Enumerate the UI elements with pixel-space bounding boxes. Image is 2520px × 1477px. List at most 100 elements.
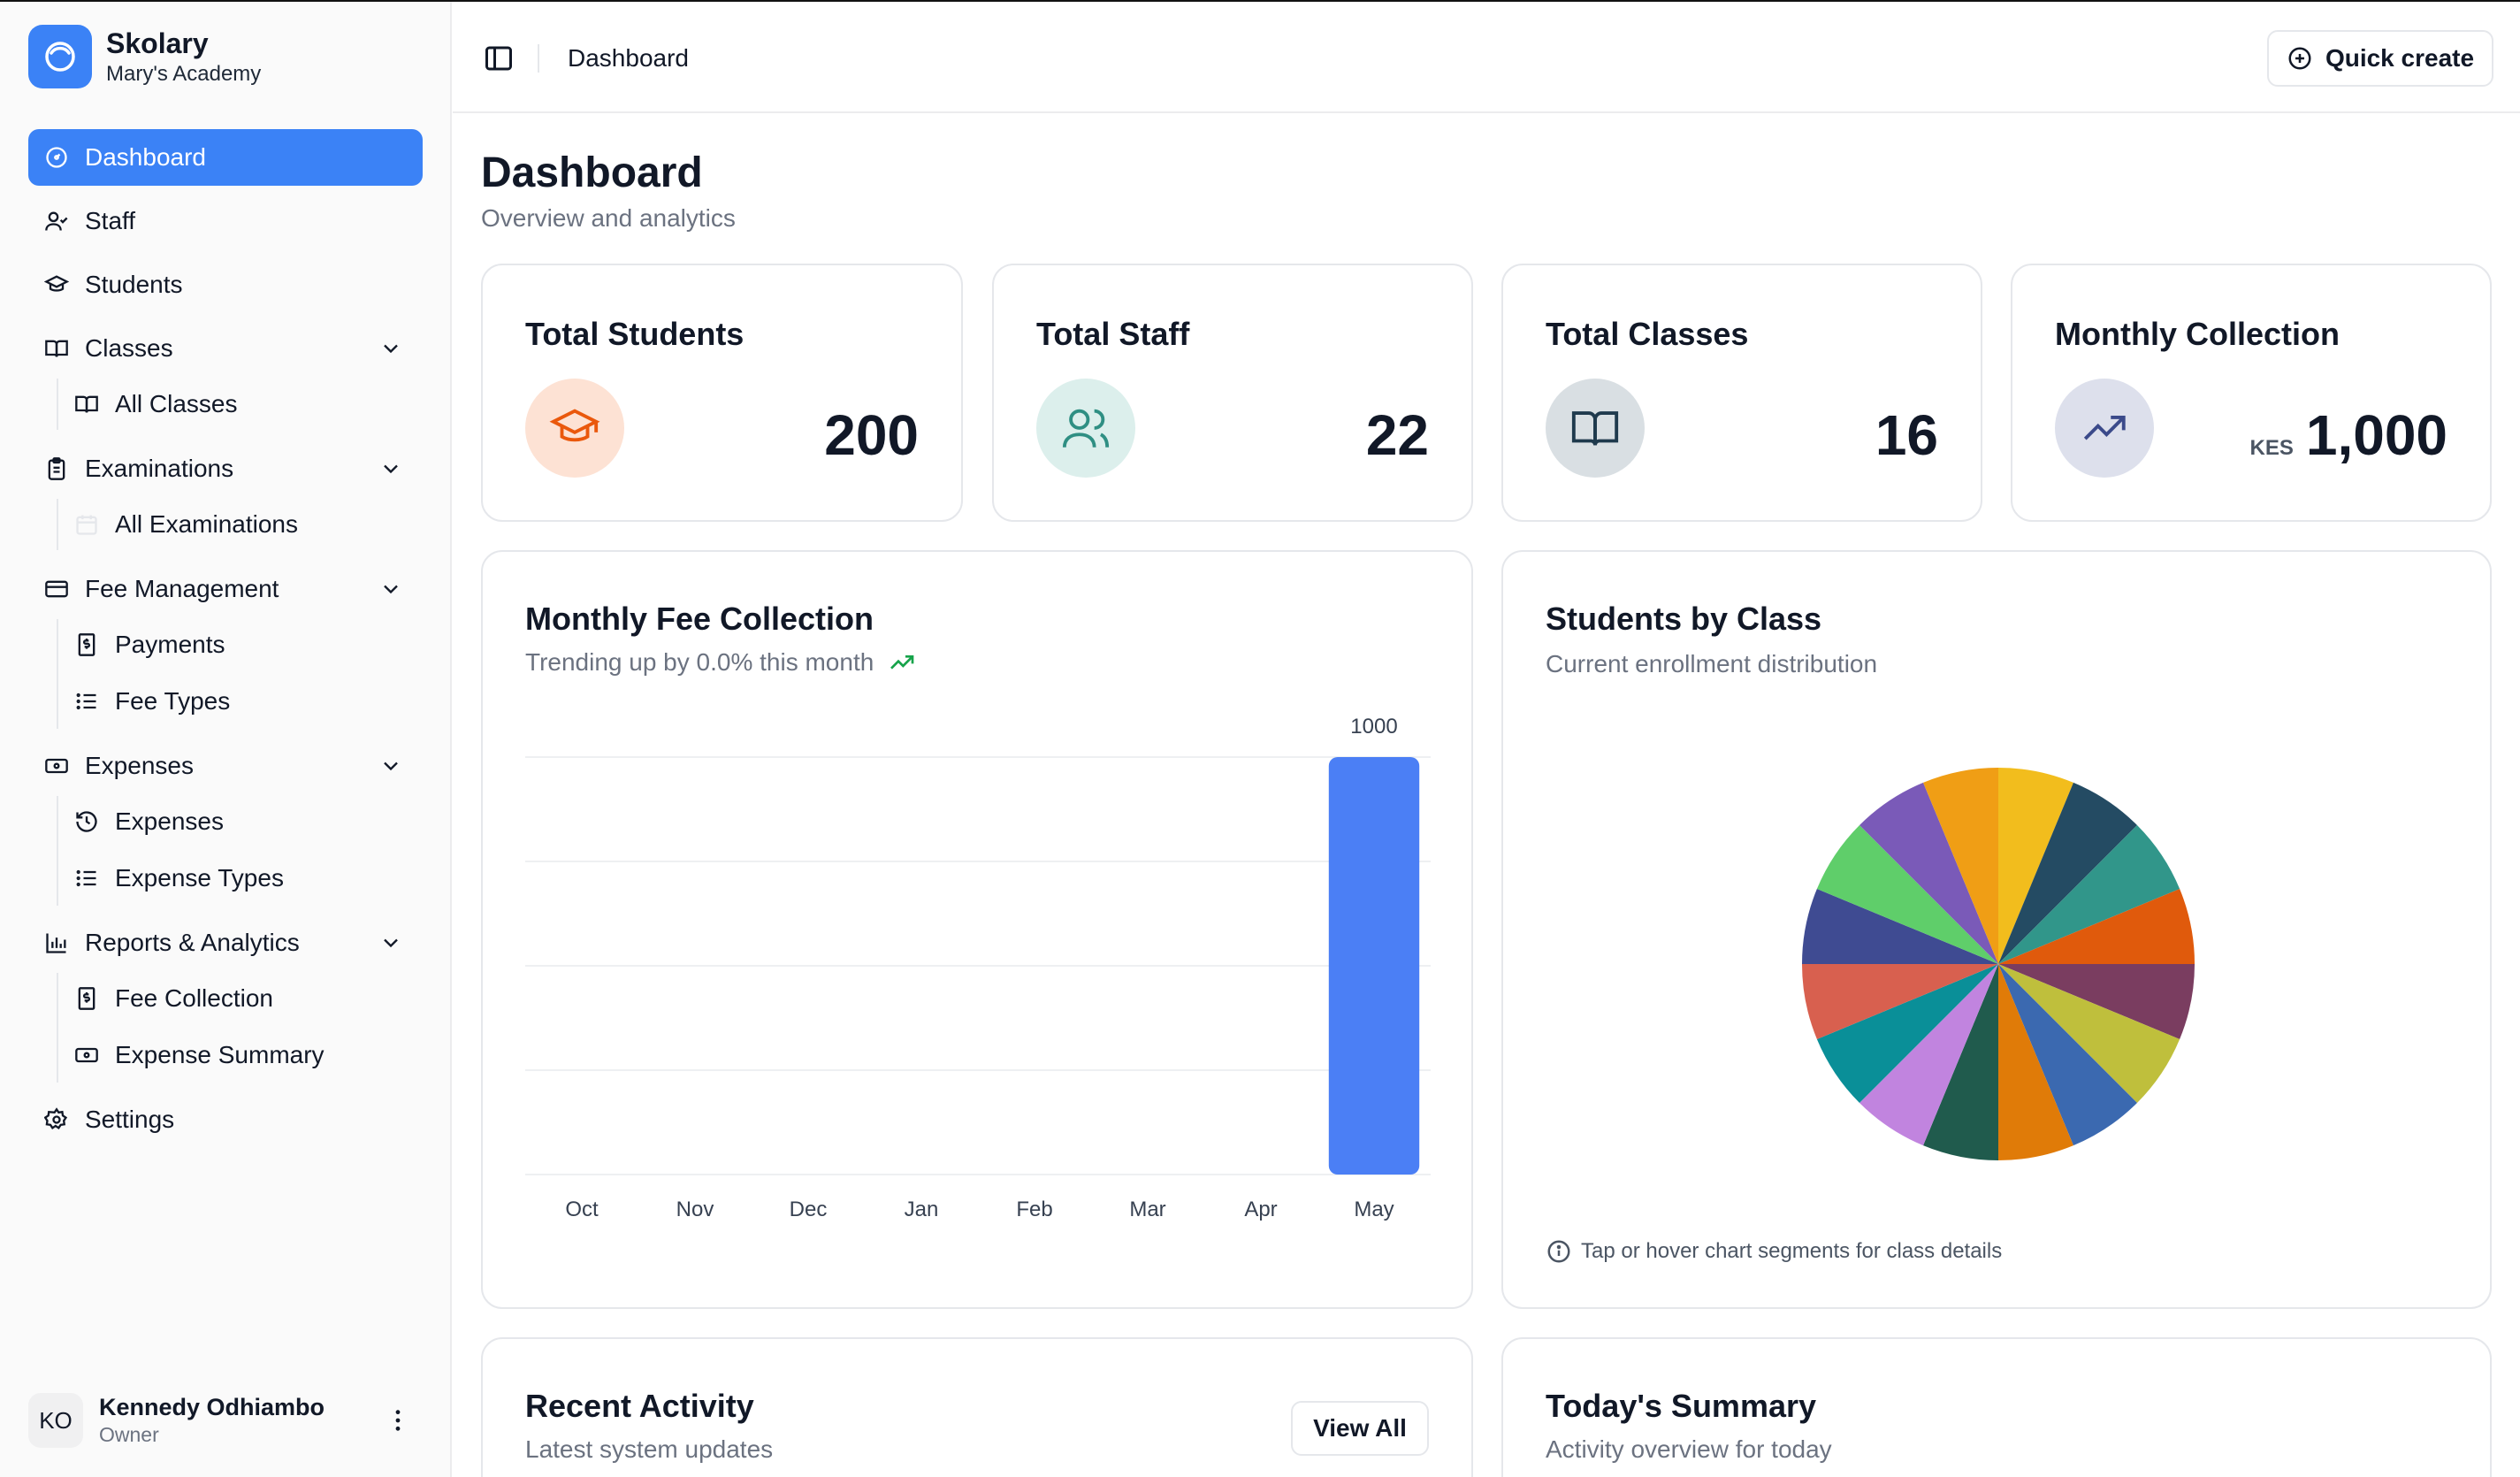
wallet-icon bbox=[42, 752, 71, 780]
sidebar-item-students[interactable]: Students bbox=[28, 256, 423, 313]
sidebar-subitem-label: Expense Types bbox=[115, 864, 284, 892]
pie-slice[interactable] bbox=[1998, 964, 2073, 1160]
user-check-icon bbox=[42, 207, 71, 235]
user-profile[interactable]: KO Kennedy Odhiambo Owner bbox=[28, 1392, 423, 1449]
pie-slice[interactable] bbox=[1998, 768, 2073, 964]
sidebar-item-staff[interactable]: Staff bbox=[28, 193, 423, 249]
view-all-button[interactable]: View All bbox=[1291, 1401, 1429, 1456]
book-open-icon bbox=[42, 334, 71, 363]
pie-slice[interactable] bbox=[1998, 964, 2137, 1146]
stat-title: Total Students bbox=[525, 316, 745, 352]
pie-slice[interactable] bbox=[1816, 825, 1998, 964]
stat-value: 1,000 bbox=[2305, 403, 2447, 467]
info-icon bbox=[1547, 1240, 1570, 1263]
pie-slice[interactable] bbox=[1816, 964, 1998, 1103]
card-title: Students by Class bbox=[1546, 601, 1822, 637]
quick-create-label: Quick create bbox=[2325, 44, 2475, 72]
sidebar-item-settings[interactable]: Settings bbox=[28, 1091, 423, 1148]
pie-slice[interactable] bbox=[1998, 782, 2137, 964]
sidebar-subitem-all-classes[interactable]: All Classes bbox=[73, 379, 237, 429]
trend-text: Trending up by 0.0% this month bbox=[525, 648, 874, 676]
bar-chart-icon bbox=[42, 929, 71, 957]
sidebar-subitem-label: Fee Types bbox=[115, 687, 231, 715]
card-title: Today's Summary bbox=[1546, 1388, 1816, 1424]
pie-slice[interactable] bbox=[1998, 964, 2195, 1039]
card-subtitle: Activity overview for today bbox=[1546, 1435, 1832, 1463]
currency-prefix: KES bbox=[2249, 436, 2294, 460]
quick-create-button[interactable]: Quick create bbox=[2267, 30, 2493, 87]
chevron-down-icon bbox=[384, 585, 398, 594]
sidebar-subitem-label: Expenses bbox=[115, 807, 224, 835]
chart-hint-text: Tap or hover chart segments for class de… bbox=[1581, 1239, 2003, 1263]
sidebar-item-reports[interactable]: Reports & Analytics bbox=[28, 915, 423, 971]
submenu-line bbox=[57, 379, 58, 430]
card-title: Monthly Fee Collection bbox=[525, 601, 874, 637]
stat-value: 22 bbox=[1365, 403, 1429, 467]
sidebar-item-expenses[interactable]: Expenses bbox=[28, 738, 423, 794]
list-icon bbox=[73, 864, 101, 892]
sidebar-toggle-icon[interactable] bbox=[483, 42, 515, 74]
stat-card-staff: Total Staff 22 bbox=[992, 264, 1473, 522]
avatar: KO bbox=[28, 1393, 83, 1448]
pie-slice[interactable] bbox=[1802, 964, 1998, 1039]
sidebar-subitem-expenses[interactable]: Expenses bbox=[73, 797, 224, 846]
user-role: Owner bbox=[99, 1423, 159, 1446]
graduation-cap-icon bbox=[525, 379, 624, 478]
sidebar: Skolary Mary's Academy Dashboard Staff S… bbox=[0, 0, 452, 1477]
more-vertical-icon[interactable] bbox=[384, 1406, 412, 1435]
stat-card-students: Total Students 200 bbox=[481, 264, 963, 522]
clipboard-icon bbox=[42, 455, 71, 483]
submenu-line bbox=[57, 499, 58, 550]
sidebar-item-fee-management[interactable]: Fee Management bbox=[28, 561, 423, 617]
sidebar-item-classes[interactable]: Classes bbox=[28, 320, 423, 377]
bar-may bbox=[1328, 757, 1420, 1175]
sidebar-item-examinations[interactable]: Examinations bbox=[28, 440, 423, 497]
sidebar-item-label: Reports & Analytics bbox=[85, 929, 300, 956]
plus-circle-icon bbox=[2288, 47, 2311, 70]
sidebar-subitem-fee-types[interactable]: Fee Types bbox=[73, 677, 230, 726]
chevron-down-icon bbox=[384, 464, 398, 474]
stat-value: 200 bbox=[824, 403, 919, 467]
sidebar-subitem-label: Fee Collection bbox=[115, 984, 273, 1012]
chevron-down-icon bbox=[384, 344, 398, 354]
app-logo-icon bbox=[28, 25, 92, 88]
pie-slice[interactable] bbox=[1998, 825, 2180, 964]
class-pie-chart[interactable] bbox=[1503, 552, 2493, 1311]
x-tick-label: Dec bbox=[789, 1198, 828, 1221]
pie-slice[interactable] bbox=[1998, 889, 2195, 964]
pie-slice[interactable] bbox=[1859, 964, 1998, 1146]
monthly-fee-card: Monthly Fee Collection Trending up by 0.… bbox=[481, 550, 1473, 1309]
trending-up-icon bbox=[890, 655, 914, 670]
book-open-icon bbox=[1546, 379, 1645, 478]
pie-slice[interactable] bbox=[1923, 964, 1998, 1160]
pie-slice[interactable] bbox=[1802, 889, 1998, 964]
sidebar-subitem-fee-collection[interactable]: Fee Collection bbox=[73, 974, 273, 1023]
chevron-down-icon bbox=[384, 761, 398, 771]
sidebar-subitem-expense-summary[interactable]: Expense Summary bbox=[73, 1030, 325, 1080]
book-open-icon bbox=[73, 390, 101, 418]
calendar-icon bbox=[73, 510, 101, 539]
card-subtitle: Current enrollment distribution bbox=[1546, 650, 1878, 677]
sidebar-item-label: Fee Management bbox=[85, 575, 279, 602]
brand[interactable]: Skolary Mary's Academy bbox=[28, 25, 261, 88]
stat-title: Total Staff bbox=[1036, 316, 1190, 352]
sidebar-subitem-all-examinations[interactable]: All Examinations bbox=[73, 500, 298, 549]
bar-data-label: 1000 bbox=[1350, 715, 1398, 738]
sidebar-item-dashboard[interactable]: Dashboard bbox=[28, 129, 423, 186]
sidebar-subitem-expense-types[interactable]: Expense Types bbox=[73, 853, 284, 903]
x-tick-label: Oct bbox=[565, 1198, 599, 1221]
sidebar-subitem-label: All Examinations bbox=[115, 510, 298, 538]
pie-slice[interactable] bbox=[1859, 782, 1998, 964]
fee-bar-chart bbox=[525, 756, 1431, 1175]
header-divider bbox=[538, 44, 539, 73]
card-subtitle: Trending up by 0.0% this month bbox=[525, 647, 916, 677]
todays-summary-card: Today's Summary Activity overview for to… bbox=[1501, 1337, 2492, 1477]
users-icon bbox=[1036, 379, 1135, 478]
stat-title: Total Classes bbox=[1546, 316, 1749, 352]
pie-slice[interactable] bbox=[1998, 964, 2180, 1103]
sidebar-subitem-payments[interactable]: Payments bbox=[73, 620, 225, 670]
pie-slice[interactable] bbox=[1923, 768, 1998, 964]
wallet-icon bbox=[73, 1041, 101, 1069]
page-title: Dashboard bbox=[481, 149, 703, 196]
sidebar-item-label: Settings bbox=[85, 1106, 175, 1133]
